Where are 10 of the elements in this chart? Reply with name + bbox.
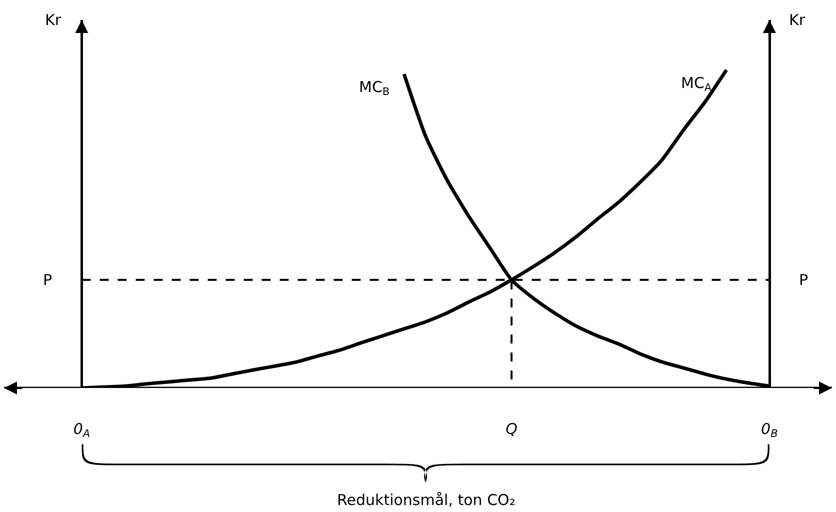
text: P bbox=[43, 271, 52, 289]
x-axis-title: Reduktionsmål, ton CO₂ bbox=[337, 491, 516, 509]
series-label: MC$_{A}$ bbox=[681, 74, 712, 94]
series-label: MC$_{B}$ bbox=[359, 78, 390, 98]
x-tick-label: 0$_{A}$ bbox=[73, 420, 90, 440]
x-tick-label: Q bbox=[506, 420, 518, 438]
x-tick-label: 0$_{B}$ bbox=[761, 420, 778, 440]
y-axis-title: Kr bbox=[45, 11, 62, 29]
ref-line-label: P bbox=[799, 271, 808, 289]
y2-axis-title: Kr bbox=[789, 11, 806, 29]
